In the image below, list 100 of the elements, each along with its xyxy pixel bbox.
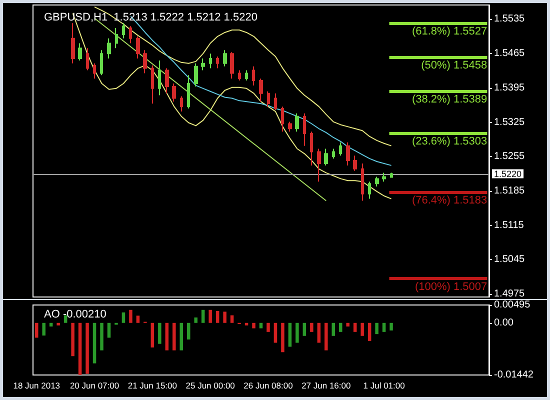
candlestick <box>216 56 219 69</box>
bar <box>230 315 234 323</box>
x-tick-label: 1 Jul 01:00 <box>363 380 406 390</box>
candlestick <box>295 112 299 132</box>
candlestick <box>136 36 140 59</box>
candlestick <box>353 155 357 172</box>
candlestick <box>93 62 96 80</box>
candlestick <box>390 172 393 178</box>
candlestick <box>346 142 350 166</box>
bar <box>122 312 126 323</box>
candlestick <box>303 112 306 146</box>
ref-line-label: (50%) 1.5458 <box>421 60 488 72</box>
bar <box>180 322 184 350</box>
bar <box>252 322 256 328</box>
bar <box>281 322 284 352</box>
bar <box>259 322 263 328</box>
bar <box>71 322 74 356</box>
bar <box>338 322 342 332</box>
bar <box>310 322 314 332</box>
ref-line-label: 1.5220 <box>494 168 522 179</box>
candlestick <box>361 162 364 202</box>
bar <box>158 322 162 344</box>
y-tick-label: 1.5395 <box>494 82 526 94</box>
y-tick-label: 1.5185 <box>494 185 526 196</box>
candlestick <box>201 58 205 71</box>
bar <box>216 310 220 323</box>
ref-line-label: (23.6%) 1.5303 <box>412 136 488 148</box>
bar <box>274 322 278 343</box>
candlestick <box>382 172 386 182</box>
bar <box>86 322 89 374</box>
candlestick <box>245 70 248 82</box>
candlestick <box>238 70 241 82</box>
bar <box>56 322 60 326</box>
bar <box>266 322 270 332</box>
bar <box>107 322 111 338</box>
candlestick <box>324 148 328 166</box>
bar <box>34 322 38 338</box>
candlestick <box>129 26 132 44</box>
bar <box>390 322 393 330</box>
y-tick-label: 1.5535 <box>494 14 526 25</box>
bar <box>208 310 212 323</box>
bar <box>288 322 292 347</box>
bar <box>201 310 205 323</box>
bar <box>346 322 350 326</box>
x-tick-label: 25 Jun 00:00 <box>186 380 236 390</box>
bar <box>360 322 364 336</box>
candlestick <box>339 142 342 156</box>
bar <box>244 322 248 326</box>
candlestick <box>100 50 103 76</box>
bar <box>194 317 198 323</box>
candlestick <box>288 121 292 132</box>
bar <box>129 310 132 323</box>
y-tick-label: 1.5115 <box>494 220 524 231</box>
y-tick-label: 0.00495 <box>494 300 531 310</box>
candlestick <box>151 64 154 104</box>
bar <box>223 312 226 323</box>
bar <box>375 322 378 334</box>
candlestick <box>368 181 371 200</box>
x-tick-label: 27 Jun 16:00 <box>302 380 351 390</box>
candlestick <box>71 22 75 64</box>
candlestick <box>180 96 183 112</box>
bar <box>42 322 46 336</box>
y-tick-label: 1.5255 <box>494 151 526 162</box>
candlestick <box>310 131 313 166</box>
y-tick-label: -0.01442 <box>494 370 534 380</box>
ref-line-label: (61.8%) 1.5527 <box>412 26 488 38</box>
candlestick <box>165 68 169 94</box>
bar <box>136 316 140 323</box>
candlestick <box>267 90 270 108</box>
x-tick-label: 20 Jun 07:00 <box>70 380 120 390</box>
candlestick <box>259 78 263 102</box>
candlestick <box>172 83 176 102</box>
ref-line-label: (100%) 1.5007 <box>414 280 488 293</box>
x-tick-label: 21 Jun 15:00 <box>128 380 178 390</box>
bar <box>92 322 96 364</box>
bar <box>100 322 104 350</box>
bar <box>172 322 176 350</box>
bar <box>317 322 321 343</box>
bar <box>324 322 328 350</box>
candlestick <box>281 106 284 132</box>
bar <box>368 322 372 341</box>
bar <box>165 322 169 350</box>
candlestick <box>230 52 234 80</box>
candlestick <box>107 38 111 59</box>
y-tick-label: 1.5465 <box>494 48 526 60</box>
bar <box>78 322 82 375</box>
candlestick <box>332 148 335 160</box>
x-tick-label: 26 Jun 08:00 <box>244 380 294 390</box>
bar <box>296 322 299 343</box>
bar <box>353 322 357 332</box>
bar <box>150 322 154 348</box>
bar <box>332 322 336 336</box>
y-tick-label: 0.00 <box>494 317 514 328</box>
y-tick-label: 1.4975 <box>494 288 526 300</box>
y-tick-label: 1.5325 <box>494 116 526 128</box>
bar <box>382 322 386 332</box>
candlestick <box>274 92 277 110</box>
candlestick <box>122 22 125 39</box>
candlestick <box>143 50 147 74</box>
candlestick <box>209 53 212 69</box>
